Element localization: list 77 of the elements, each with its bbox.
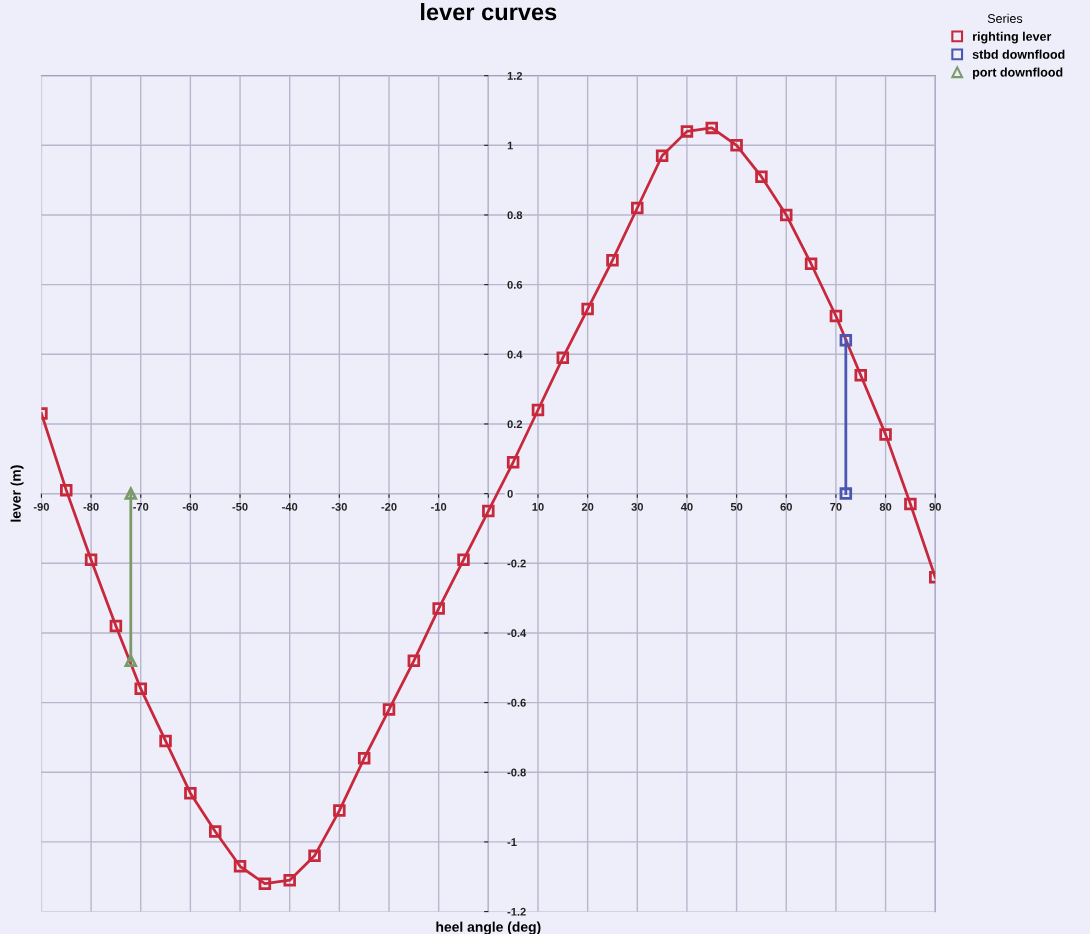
- x-tick-label: 90: [929, 502, 941, 511]
- point: [308, 849, 321, 863]
- y-tick-label: 0.8: [507, 211, 523, 220]
- point: [631, 201, 644, 215]
- point: [357, 752, 371, 765]
- y-tick-label: -0.4: [507, 629, 527, 638]
- point: [382, 703, 396, 716]
- point: [780, 208, 793, 222]
- point: [705, 121, 719, 135]
- point: [159, 734, 172, 748]
- x-tick-label: 70: [830, 502, 842, 511]
- point: [124, 654, 138, 668]
- x-tick-label: 50: [730, 502, 743, 511]
- y-tick-label: -0.8: [507, 768, 526, 777]
- point: [531, 403, 545, 417]
- point: [506, 456, 520, 469]
- x-tick-label: -70: [133, 502, 149, 511]
- legend-label: stbd downflood: [972, 49, 1065, 59]
- x-tick-label: -50: [232, 502, 248, 511]
- point: [606, 254, 619, 267]
- x-tick-label: -90: [33, 502, 49, 511]
- point: [854, 368, 867, 382]
- y-tick-label: -1.2: [507, 907, 526, 916]
- x-tick-label: -80: [83, 502, 99, 511]
- y-tick-label: -0.2: [507, 559, 526, 568]
- point: [482, 504, 495, 518]
- x-tick-label: 80: [879, 502, 892, 511]
- point: [333, 804, 346, 817]
- legend-label: righting lever: [973, 31, 1052, 44]
- y-tick-label: -1: [507, 838, 517, 846]
- point: [730, 139, 743, 152]
- point: [680, 125, 694, 138]
- x-tick-label: 10: [532, 502, 544, 511]
- point: [879, 428, 892, 441]
- y-tick-label: 1.2: [507, 71, 523, 80]
- point: [134, 682, 147, 695]
- point: [208, 825, 222, 838]
- y-tick-label: 1: [507, 141, 513, 150]
- point: [755, 170, 768, 183]
- point: [258, 877, 272, 890]
- point: [84, 553, 98, 567]
- x-tick-label: -30: [331, 502, 347, 511]
- x-tick-label: 40: [680, 502, 693, 511]
- x-tick-label: -10: [431, 502, 447, 511]
- point: [581, 302, 594, 316]
- chart-title: lever curves: [421, 2, 557, 21]
- y-tick-label: 0: [507, 489, 513, 498]
- point: [109, 619, 123, 633]
- point: [655, 149, 669, 163]
- y-tick-label: 0.4: [507, 350, 523, 359]
- point: [407, 654, 421, 668]
- point: [839, 334, 853, 347]
- x-tick-label: -60: [182, 502, 198, 511]
- point: [283, 873, 296, 887]
- x-tick-label: 20: [581, 502, 594, 511]
- point: [829, 309, 843, 323]
- point: [233, 860, 247, 873]
- point: [184, 786, 197, 800]
- point: [839, 487, 853, 500]
- x-tick-label: -20: [381, 502, 397, 511]
- point: [904, 497, 917, 511]
- point: [804, 257, 818, 270]
- point: [60, 483, 73, 497]
- x-tick-label: -40: [282, 502, 298, 511]
- x-axis-title: heel angle (deg): [436, 921, 541, 934]
- x-tick-label: 30: [631, 502, 644, 511]
- legend-label: port downflood: [973, 67, 1063, 80]
- point: [556, 351, 570, 365]
- point: [432, 602, 445, 615]
- y-tick-label: 0.2: [507, 420, 523, 429]
- y-axis-title: lever (m): [10, 465, 24, 522]
- point: [124, 487, 138, 500]
- legend-title: Series: [987, 13, 1023, 23]
- y-tick-label: 0.6: [507, 280, 523, 289]
- point: [457, 553, 470, 567]
- x-tick-label: 60: [780, 502, 792, 511]
- y-tick-label: -0.6: [507, 698, 526, 707]
